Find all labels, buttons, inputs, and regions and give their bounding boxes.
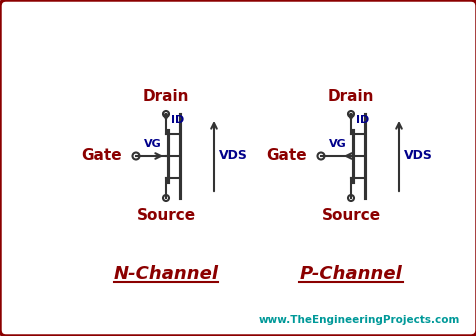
Text: Drain: Drain	[142, 89, 189, 104]
Text: VG: VG	[144, 139, 161, 149]
Text: ID: ID	[355, 115, 368, 125]
Text: P-Channel: P-Channel	[299, 265, 402, 283]
Text: Gate: Gate	[81, 149, 122, 164]
Text: VDS: VDS	[218, 150, 248, 163]
Text: VG: VG	[328, 139, 346, 149]
Text: N-Channel: N-Channel	[113, 265, 218, 283]
Text: ID: ID	[170, 115, 184, 125]
Text: VDS: VDS	[403, 150, 432, 163]
Text: Gate: Gate	[266, 149, 307, 164]
Text: www.TheEngineeringProjects.com: www.TheEngineeringProjects.com	[258, 315, 459, 325]
Text: Source: Source	[136, 208, 195, 223]
Text: Source: Source	[321, 208, 380, 223]
Text: Drain: Drain	[327, 89, 374, 104]
